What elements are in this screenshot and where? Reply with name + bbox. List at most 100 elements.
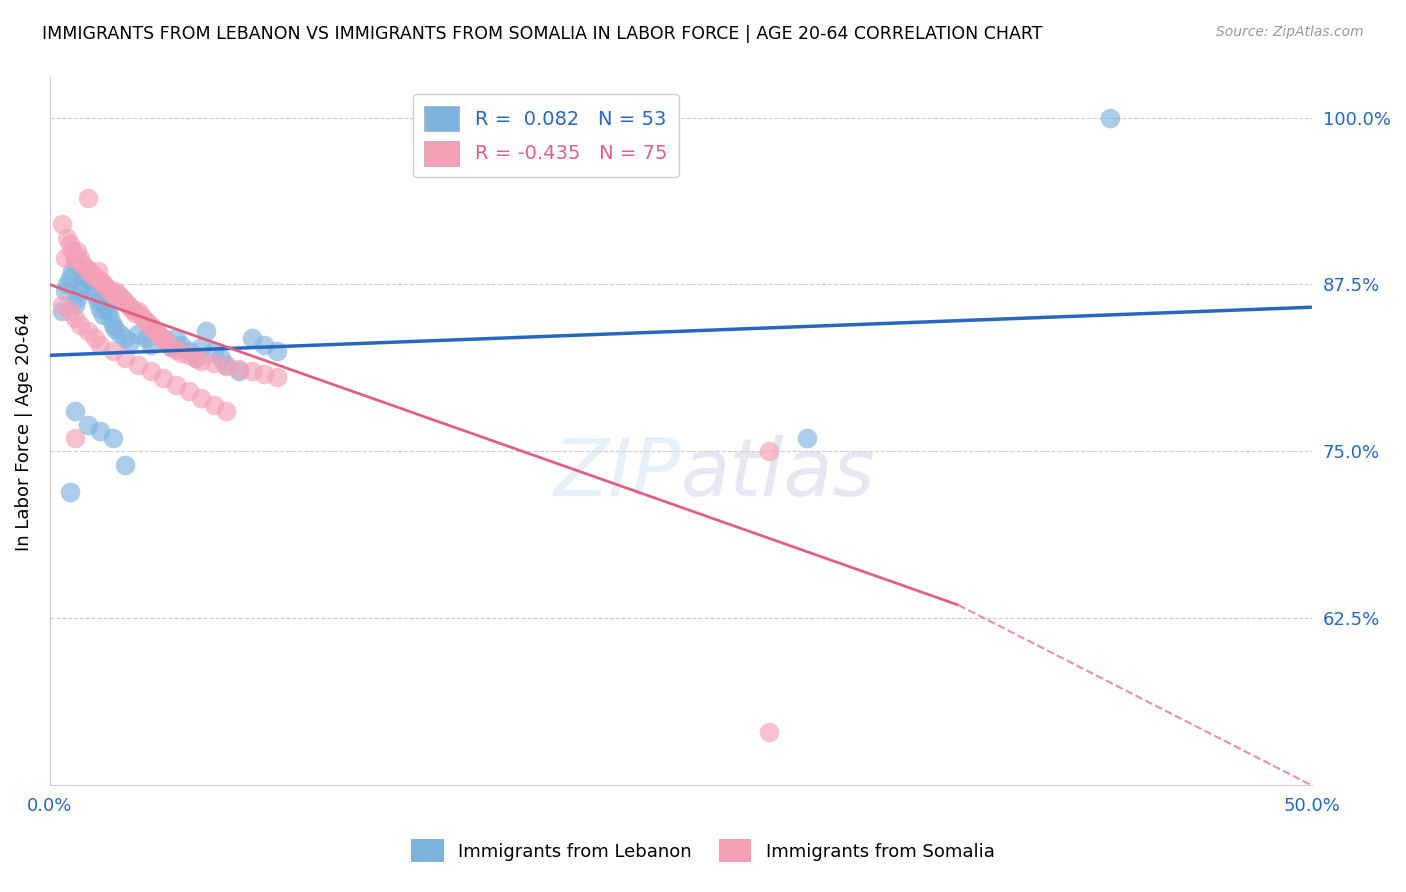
Point xyxy=(59,237,82,252)
Point xyxy=(120,300,142,314)
Point xyxy=(758,444,780,458)
Point xyxy=(59,270,82,285)
Point xyxy=(165,377,187,392)
Point xyxy=(63,251,86,265)
Point xyxy=(110,289,132,303)
Point xyxy=(98,284,121,298)
Point xyxy=(215,358,238,372)
Point xyxy=(91,276,114,290)
Point xyxy=(101,318,124,332)
Point xyxy=(107,286,129,301)
Point xyxy=(139,364,162,378)
Point xyxy=(170,345,193,359)
Point xyxy=(190,391,212,405)
Point xyxy=(139,337,162,351)
Legend: Immigrants from Lebanon, Immigrants from Somalia: Immigrants from Lebanon, Immigrants from… xyxy=(404,832,1002,870)
Point xyxy=(91,308,114,322)
Point xyxy=(120,334,142,349)
Point xyxy=(89,301,111,316)
Point xyxy=(177,384,200,399)
Point xyxy=(51,304,73,318)
Point xyxy=(63,257,86,271)
Point xyxy=(72,257,94,271)
Point xyxy=(215,359,238,373)
Point xyxy=(195,324,218,338)
Point xyxy=(89,273,111,287)
Point xyxy=(160,340,183,354)
Point xyxy=(190,340,212,354)
Point xyxy=(86,264,108,278)
Point xyxy=(76,324,98,338)
Point xyxy=(84,288,107,302)
Point xyxy=(139,318,162,333)
Point xyxy=(73,270,96,285)
Point xyxy=(184,351,207,365)
Point xyxy=(117,297,139,311)
Point xyxy=(94,297,117,311)
Point xyxy=(101,431,124,445)
Point xyxy=(135,331,157,345)
Point xyxy=(142,321,165,335)
Point xyxy=(104,284,127,298)
Point xyxy=(76,262,98,277)
Point xyxy=(160,340,183,354)
Point xyxy=(152,371,174,385)
Text: atlas: atlas xyxy=(681,435,876,513)
Point xyxy=(1098,111,1121,125)
Point xyxy=(149,329,172,343)
Point xyxy=(76,264,98,278)
Point xyxy=(796,431,818,445)
Point xyxy=(104,321,127,335)
Point xyxy=(73,260,96,274)
Point xyxy=(266,344,288,359)
Point xyxy=(56,231,79,245)
Point xyxy=(66,291,89,305)
Point xyxy=(202,356,225,370)
Point xyxy=(253,337,276,351)
Point xyxy=(266,369,288,384)
Point xyxy=(758,725,780,739)
Point xyxy=(184,351,207,365)
Point xyxy=(215,404,238,418)
Point xyxy=(165,343,187,357)
Point xyxy=(86,294,108,309)
Point xyxy=(69,251,91,265)
Point xyxy=(82,281,104,295)
Point xyxy=(59,484,82,499)
Point xyxy=(53,284,76,298)
Legend: R =  0.082   N = 53, R = -0.435   N = 75: R = 0.082 N = 53, R = -0.435 N = 75 xyxy=(413,95,679,178)
Point xyxy=(114,331,136,345)
Point xyxy=(111,292,134,306)
Point xyxy=(79,265,101,279)
Point xyxy=(63,404,86,418)
Point xyxy=(84,270,107,285)
Point xyxy=(69,284,91,298)
Point xyxy=(79,273,101,287)
Point xyxy=(209,351,232,365)
Text: ZIP: ZIP xyxy=(554,435,681,513)
Point xyxy=(60,264,83,278)
Point xyxy=(145,324,167,338)
Point xyxy=(127,326,149,341)
Point xyxy=(148,326,170,341)
Point xyxy=(135,313,157,327)
Point xyxy=(101,286,124,301)
Point xyxy=(155,334,177,349)
Point xyxy=(89,425,111,439)
Y-axis label: In Labor Force | Age 20-64: In Labor Force | Age 20-64 xyxy=(15,312,32,550)
Point xyxy=(51,218,73,232)
Point xyxy=(228,361,250,376)
Point xyxy=(66,244,89,259)
Point xyxy=(51,297,73,311)
Point xyxy=(122,302,145,317)
Point xyxy=(97,304,120,318)
Point xyxy=(72,277,94,292)
Point xyxy=(114,351,136,365)
Point xyxy=(152,332,174,346)
Point xyxy=(63,431,86,445)
Point xyxy=(127,304,149,318)
Point xyxy=(114,294,136,309)
Point xyxy=(110,326,132,341)
Point xyxy=(98,310,121,325)
Point xyxy=(228,364,250,378)
